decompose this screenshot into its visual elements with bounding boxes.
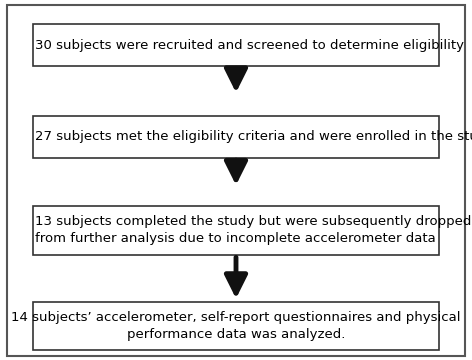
- Bar: [33, 116, 439, 158]
- Text: 30 subjects were recruited and screened to determine eligibility: 30 subjects were recruited and screened …: [35, 39, 464, 51]
- Text: 27 subjects met the eligibility criteria and were enrolled in the study: 27 subjects met the eligibility criteria…: [35, 130, 472, 143]
- Bar: [33, 206, 439, 255]
- Text: 13 subjects completed the study but were subsequently dropped
from further analy: 13 subjects completed the study but were…: [35, 215, 472, 246]
- Bar: [33, 302, 439, 350]
- Bar: [33, 24, 439, 66]
- Text: 14 subjects’ accelerometer, self-report questionnaires and physical
performance : 14 subjects’ accelerometer, self-report …: [11, 311, 461, 341]
